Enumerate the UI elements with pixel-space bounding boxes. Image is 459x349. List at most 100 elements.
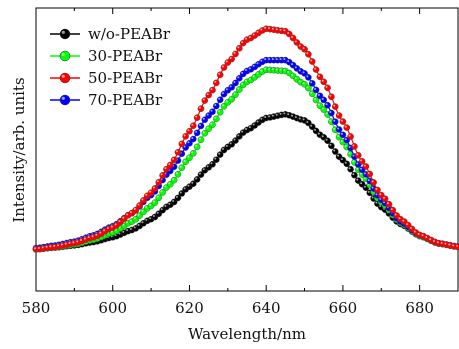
data-point-highlight [168, 202, 171, 205]
legend-marker-highlight [61, 74, 65, 78]
data-point [351, 171, 358, 179]
data-point-highlight [314, 98, 317, 101]
legend-marker [59, 50, 71, 62]
plot-frame [35, 7, 459, 292]
data-point-highlight [333, 149, 336, 152]
legend-marker-highlight [61, 30, 65, 34]
data-point-highlight [306, 75, 309, 78]
x-axis-label: Wavelength/nm [188, 325, 306, 343]
data-point-highlight [367, 179, 370, 182]
data-point [454, 243, 459, 251]
legend-label: 50-PEABr [88, 69, 163, 87]
data-point-highlight [145, 206, 148, 209]
data-point-highlight [421, 234, 424, 237]
data-point-highlight [348, 152, 351, 155]
data-point-highlight [206, 93, 209, 96]
data-point [328, 93, 335, 101]
data-point-highlight [210, 88, 213, 91]
data-point-highlight [298, 80, 301, 83]
data-point [328, 142, 335, 150]
data-point-highlight [60, 243, 63, 246]
data-point-highlight [164, 204, 167, 207]
data-point-highlight [360, 172, 363, 175]
data-point-highlight [394, 213, 397, 216]
data-point-highlight [340, 158, 343, 161]
data-point [193, 129, 201, 137]
data-point-highlight [348, 134, 351, 137]
data-point-highlight [206, 113, 209, 116]
data-point-highlight [195, 130, 198, 133]
data-point-highlight [37, 246, 40, 249]
y-axis-label: Intensity/arb. units [10, 77, 28, 222]
data-point-highlight [183, 187, 186, 190]
data-point [389, 206, 397, 214]
data-point-highlight [34, 247, 36, 250]
data-point-highlight [279, 28, 282, 31]
data-point-highlight [164, 167, 167, 170]
data-point-highlight [129, 219, 132, 222]
data-point-highlight [291, 36, 294, 38]
data-point-highlight [287, 60, 290, 63]
data-point [335, 126, 343, 133]
data-point-highlight [398, 217, 401, 220]
data-point-highlight [317, 74, 320, 77]
data-point-highlight [337, 113, 340, 116]
data-point-highlight [379, 205, 382, 208]
data-point-highlight [87, 236, 90, 239]
data-point-highlight [294, 66, 297, 69]
data-point [182, 133, 189, 140]
data-point-highlight [152, 214, 155, 217]
data-point [216, 108, 224, 116]
data-point-highlight [241, 82, 244, 85]
data-point-highlight [291, 114, 294, 117]
data-point-highlight [248, 35, 251, 38]
data-point-highlight [367, 172, 370, 175]
data-point-highlight [271, 27, 274, 30]
data-point [174, 148, 182, 156]
data-point-highlight [352, 144, 355, 147]
data-point-highlight [252, 33, 255, 36]
data-point-highlight [237, 76, 240, 79]
data-point-highlight [333, 104, 336, 107]
data-point-highlight [198, 137, 201, 140]
data-point [331, 103, 339, 110]
data-point-highlight [252, 75, 255, 78]
data-point [213, 102, 220, 110]
series-layer [32, 25, 459, 253]
data-point-highlight [95, 233, 98, 236]
data-point-highlight [233, 138, 236, 141]
data-point [374, 186, 381, 194]
data-point-highlight [218, 110, 221, 113]
data-point-highlight [68, 241, 71, 244]
data-point-highlight [210, 162, 213, 165]
data-point-highlight [298, 69, 301, 72]
data-point [358, 158, 366, 165]
data-point-highlight [302, 71, 305, 74]
data-point-highlight [371, 186, 374, 189]
data-point-highlight [375, 187, 378, 190]
data-point-highlight [432, 240, 435, 242]
data-point-highlight [264, 67, 267, 70]
data-point [328, 109, 335, 117]
data-point-highlight [264, 58, 267, 61]
data-point-highlight [80, 239, 83, 242]
data-point [339, 118, 347, 125]
data-point-highlight [356, 167, 359, 170]
data-point-highlight [344, 161, 347, 164]
data-point-highlight [325, 85, 328, 88]
data-point-highlight [229, 97, 232, 100]
data-point-highlight [179, 141, 182, 144]
data-point-highlight [325, 103, 328, 106]
legend: w/o-PEABr 30-PEABr 50-PEABr 70-PEABr [50, 25, 171, 109]
data-point-highlight [225, 100, 228, 103]
data-point-highlight [129, 211, 132, 214]
data-point [308, 58, 316, 65]
data-point-highlight [126, 229, 129, 232]
data-point-highlight [329, 143, 332, 146]
data-point [305, 50, 312, 58]
data-point [324, 101, 331, 109]
data-point-highlight [375, 201, 378, 204]
data-point-highlight [256, 72, 259, 75]
data-point [213, 115, 220, 123]
